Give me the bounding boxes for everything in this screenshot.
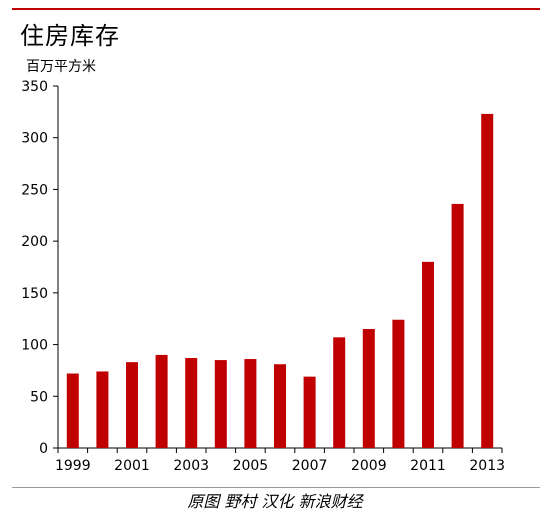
bar-2001 — [126, 362, 138, 448]
y-tick-label: 150 — [21, 286, 48, 302]
bar-2005 — [244, 359, 257, 448]
bar-2007 — [303, 376, 316, 448]
bar-2000 — [96, 371, 109, 448]
bar-2010 — [392, 319, 405, 448]
chart-title: 住房库存 — [20, 22, 120, 50]
bar-2002 — [155, 354, 168, 448]
bar-2006 — [274, 364, 286, 448]
bar-2004 — [214, 360, 227, 448]
x-tick-label-2005: 2005 — [233, 458, 269, 474]
bar-1999 — [66, 373, 79, 448]
bar-2012 — [451, 203, 464, 448]
bar-2003 — [185, 358, 198, 448]
y-tick-label: 50 — [30, 389, 48, 405]
y-tick-label: 100 — [21, 338, 48, 354]
y-tick-label: 200 — [21, 234, 48, 250]
bottom-rule — [12, 487, 540, 488]
y-tick-label: 350 — [21, 79, 48, 95]
x-tick-label-2009: 2009 — [351, 458, 387, 474]
bar-2011 — [422, 261, 434, 448]
x-tick-label-1999: 1999 — [55, 458, 91, 474]
x-tick-label-2007: 2007 — [292, 458, 328, 474]
unit-label: 百万平方米 — [26, 59, 96, 75]
x-tick-label-2011: 2011 — [410, 458, 446, 474]
x-tick-label-2003: 2003 — [173, 458, 209, 474]
x-tick-label-2001: 2001 — [114, 458, 150, 474]
top-rule — [12, 8, 540, 10]
source-note: 原图 野村 汉化 新浪财经 — [187, 492, 363, 511]
bar-2013 — [481, 113, 494, 448]
x-tick-label-2013: 2013 — [469, 458, 505, 474]
y-tick-label: 300 — [21, 131, 48, 147]
y-tick-label: 0 — [39, 441, 48, 457]
bar-2009 — [362, 329, 375, 448]
bar-2008 — [333, 337, 346, 448]
y-tick-label: 250 — [21, 182, 48, 198]
